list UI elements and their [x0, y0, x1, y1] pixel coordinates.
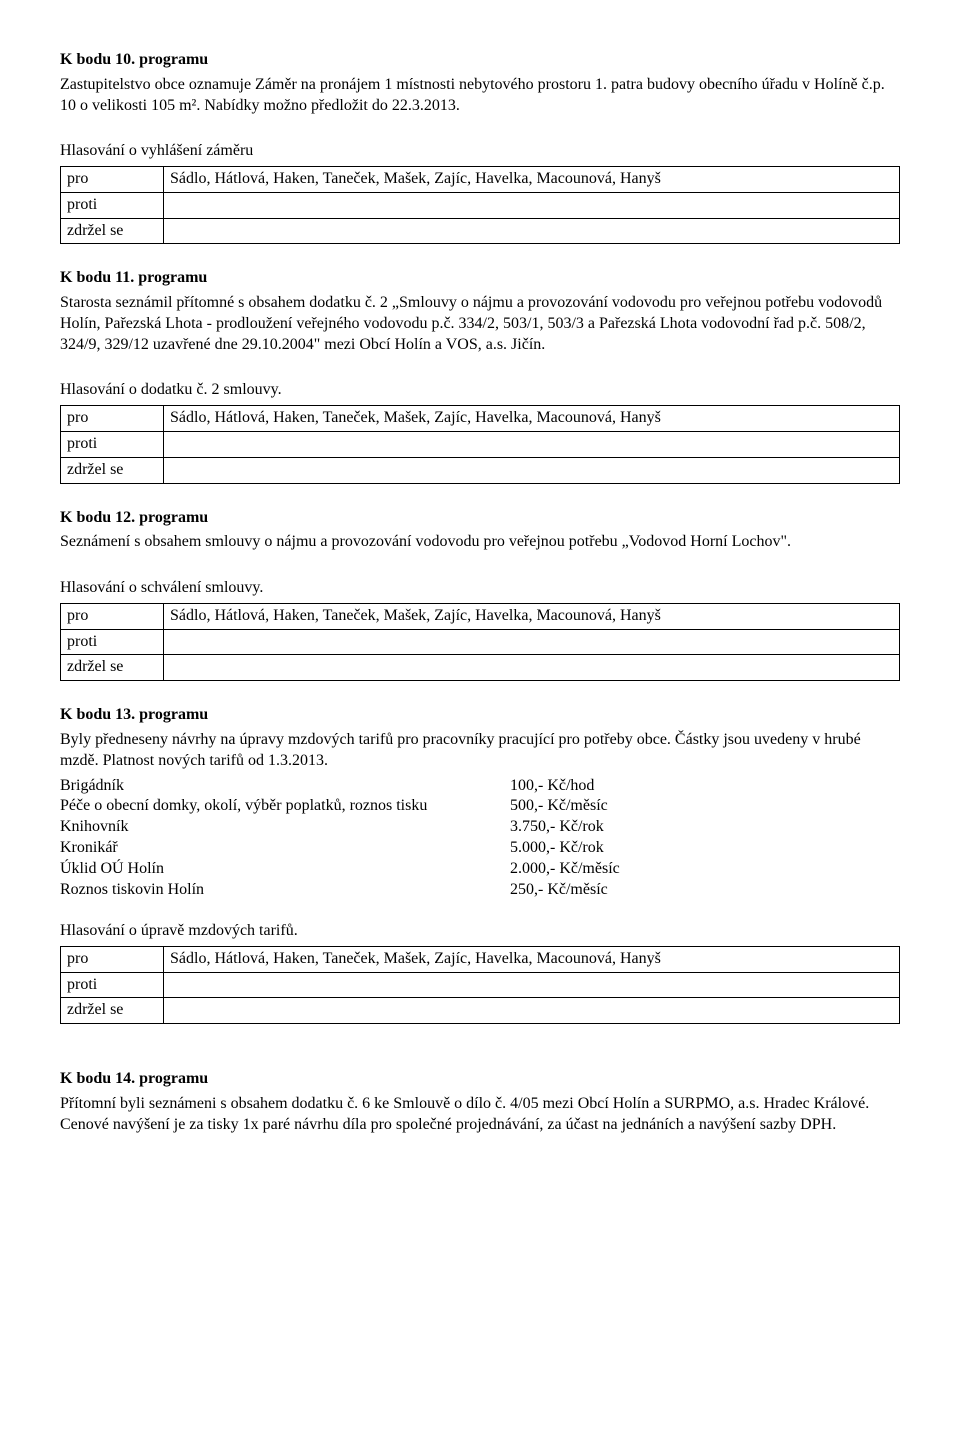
tariff-row: Brigádník 100,- Kč/hod [60, 776, 900, 797]
vote-proti-label: proti [61, 629, 164, 655]
tariff-row: Péče o obecní domky, okolí, výběr poplat… [60, 796, 900, 817]
heading-14: K bodu 14. programu [60, 1069, 900, 1090]
vote-pro-label: pro [61, 603, 164, 629]
vote-zdrzel-value [164, 457, 900, 483]
vote-proti-label: proti [61, 192, 164, 218]
tariff-value: 100,- Kč/hod [510, 776, 594, 797]
vote-table-12: pro Sádlo, Hátlová, Haken, Taneček, Maše… [60, 603, 900, 681]
vote-pro-value: Sádlo, Hátlová, Haken, Taneček, Mašek, Z… [164, 946, 900, 972]
paragraph-14: Přítomní byli seznámeni s obsahem dodatk… [60, 1094, 900, 1136]
vote-zdrzel-value [164, 218, 900, 244]
vote-pro-label: pro [61, 166, 164, 192]
vote-zdrzel-label: zdržel se [61, 218, 164, 244]
paragraph-13: Byly předneseny návrhy na úpravy mzdovýc… [60, 730, 900, 772]
vote-pro-label: pro [61, 946, 164, 972]
vote-table-13: pro Sádlo, Hátlová, Haken, Taneček, Maše… [60, 946, 900, 1024]
paragraph-10: Zastupitelstvo obce oznamuje Záměr na pr… [60, 75, 900, 117]
tariff-label: Kronikář [60, 838, 510, 859]
table-row: pro Sádlo, Hátlová, Haken, Taneček, Maše… [61, 603, 900, 629]
table-row: zdržel se [61, 998, 900, 1024]
vote-pro-label: pro [61, 406, 164, 432]
vote-zdrzel-label: zdržel se [61, 655, 164, 681]
vote-zdrzel-value [164, 998, 900, 1024]
table-row: pro Sádlo, Hátlová, Haken, Taneček, Maše… [61, 946, 900, 972]
table-row: proti [61, 192, 900, 218]
heading-12: K bodu 12. programu [60, 508, 900, 529]
tariff-label: Knihovník [60, 817, 510, 838]
tariff-label: Brigádník [60, 776, 510, 797]
tariff-value: 2.000,- Kč/měsíc [510, 859, 620, 880]
tariff-value: 5.000,- Kč/rok [510, 838, 604, 859]
tariff-label: Roznos tiskovin Holín [60, 880, 510, 901]
section-11: K bodu 11. programu Starosta seznámil př… [60, 268, 900, 483]
vote-proti-value [164, 629, 900, 655]
heading-13: K bodu 13. programu [60, 705, 900, 726]
table-row: proti [61, 629, 900, 655]
vote-proti-label: proti [61, 431, 164, 457]
tariff-label: Péče o obecní domky, okolí, výběr poplat… [60, 796, 510, 817]
table-row: proti [61, 431, 900, 457]
tariff-row: Úklid OÚ Holín 2.000,- Kč/měsíc [60, 859, 900, 880]
vote-title-11: Hlasování o dodatku č. 2 smlouvy. [60, 380, 900, 401]
tariff-row: Kronikář 5.000,- Kč/rok [60, 838, 900, 859]
vote-pro-value: Sádlo, Hátlová, Haken, Taneček, Mašek, Z… [164, 166, 900, 192]
vote-proti-label: proti [61, 972, 164, 998]
section-14: K bodu 14. programu Přítomní byli seznám… [60, 1069, 900, 1135]
vote-title-13: Hlasování o úpravě mzdových tarifů. [60, 921, 900, 942]
paragraph-12: Seznámení s obsahem smlouvy o nájmu a pr… [60, 532, 900, 553]
vote-proti-value [164, 192, 900, 218]
vote-zdrzel-label: zdržel se [61, 998, 164, 1024]
vote-proti-value [164, 431, 900, 457]
tariff-value: 250,- Kč/měsíc [510, 880, 608, 901]
table-row: zdržel se [61, 218, 900, 244]
table-row: zdržel se [61, 457, 900, 483]
heading-11: K bodu 11. programu [60, 268, 900, 289]
vote-title-12: Hlasování o schválení smlouvy. [60, 578, 900, 599]
table-row: pro Sádlo, Hátlová, Haken, Taneček, Maše… [61, 166, 900, 192]
section-10: K bodu 10. programu Zastupitelstvo obce … [60, 50, 900, 244]
table-row: zdržel se [61, 655, 900, 681]
vote-proti-value [164, 972, 900, 998]
vote-zdrzel-label: zdržel se [61, 457, 164, 483]
table-row: proti [61, 972, 900, 998]
vote-table-10: pro Sádlo, Hátlová, Haken, Taneček, Maše… [60, 166, 900, 244]
paragraph-11: Starosta seznámil přítomné s obsahem dod… [60, 293, 900, 355]
tariff-value: 3.750,- Kč/rok [510, 817, 604, 838]
vote-pro-value: Sádlo, Hátlová, Haken, Taneček, Mašek, Z… [164, 406, 900, 432]
section-13: K bodu 13. programu Byly předneseny návr… [60, 705, 900, 1024]
tariff-row: Roznos tiskovin Holín 250,- Kč/měsíc [60, 880, 900, 901]
tariff-label: Úklid OÚ Holín [60, 859, 510, 880]
vote-table-11: pro Sádlo, Hátlová, Haken, Taneček, Maše… [60, 405, 900, 483]
vote-title-10: Hlasování o vyhlášení záměru [60, 141, 900, 162]
section-12: K bodu 12. programu Seznámení s obsahem … [60, 508, 900, 682]
tariff-row: Knihovník 3.750,- Kč/rok [60, 817, 900, 838]
vote-zdrzel-value [164, 655, 900, 681]
tariff-value: 500,- Kč/měsíc [510, 796, 608, 817]
table-row: pro Sádlo, Hátlová, Haken, Taneček, Maše… [61, 406, 900, 432]
heading-10: K bodu 10. programu [60, 50, 900, 71]
vote-pro-value: Sádlo, Hátlová, Haken, Taneček, Mašek, Z… [164, 603, 900, 629]
